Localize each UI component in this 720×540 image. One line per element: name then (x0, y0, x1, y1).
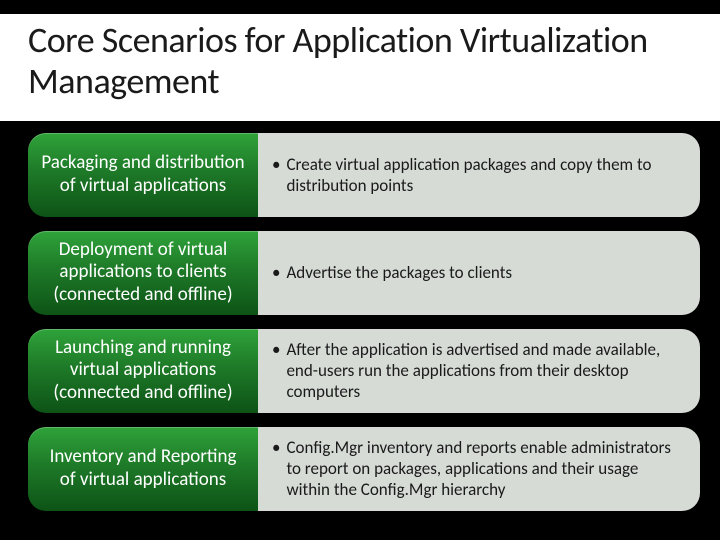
bullet-item: • Advertise the packages to clients (272, 262, 512, 283)
scenario-label: Launching and running virtual applicatio… (28, 329, 258, 413)
scenario-label: Deployment of virtual applications to cl… (28, 231, 258, 315)
scenario-description: • Create virtual application packages an… (258, 133, 700, 217)
slide: Core Scenarios for Application Virtualiz… (0, 0, 720, 540)
scenario-label: Packaging and distribution of virtual ap… (28, 133, 258, 217)
scenario-row: Packaging and distribution of virtual ap… (28, 133, 700, 217)
scenario-description: • Config.Mgr inventory and reports enabl… (258, 427, 700, 511)
bullet-text: Config.Mgr inventory and reports enable … (286, 437, 682, 501)
bullet-icon: • (272, 437, 280, 458)
scenario-description: • After the application is advertised an… (258, 329, 700, 413)
scenario-row: Deployment of virtual applications to cl… (28, 231, 700, 315)
scenario-row: Launching and running virtual applicatio… (28, 329, 700, 413)
bullet-item: • Config.Mgr inventory and reports enabl… (272, 437, 682, 501)
bullet-text: Create virtual application packages and … (286, 154, 682, 197)
bullet-text: After the application is advertised and … (286, 339, 682, 403)
bullet-item: • After the application is advertised an… (272, 339, 682, 403)
scenario-row: Inventory and Reporting of virtual appli… (28, 427, 700, 511)
bullet-icon: • (272, 262, 280, 283)
scenario-label: Inventory and Reporting of virtual appli… (28, 427, 258, 511)
bullet-item: • Create virtual application packages an… (272, 154, 682, 197)
bullet-text: Advertise the packages to clients (286, 262, 512, 283)
scenario-rows: Packaging and distribution of virtual ap… (28, 133, 700, 511)
scenario-description: • Advertise the packages to clients (258, 231, 700, 315)
slide-title: Core Scenarios for Application Virtualiz… (0, 14, 720, 121)
bullet-icon: • (272, 154, 280, 175)
bullet-icon: • (272, 339, 280, 360)
